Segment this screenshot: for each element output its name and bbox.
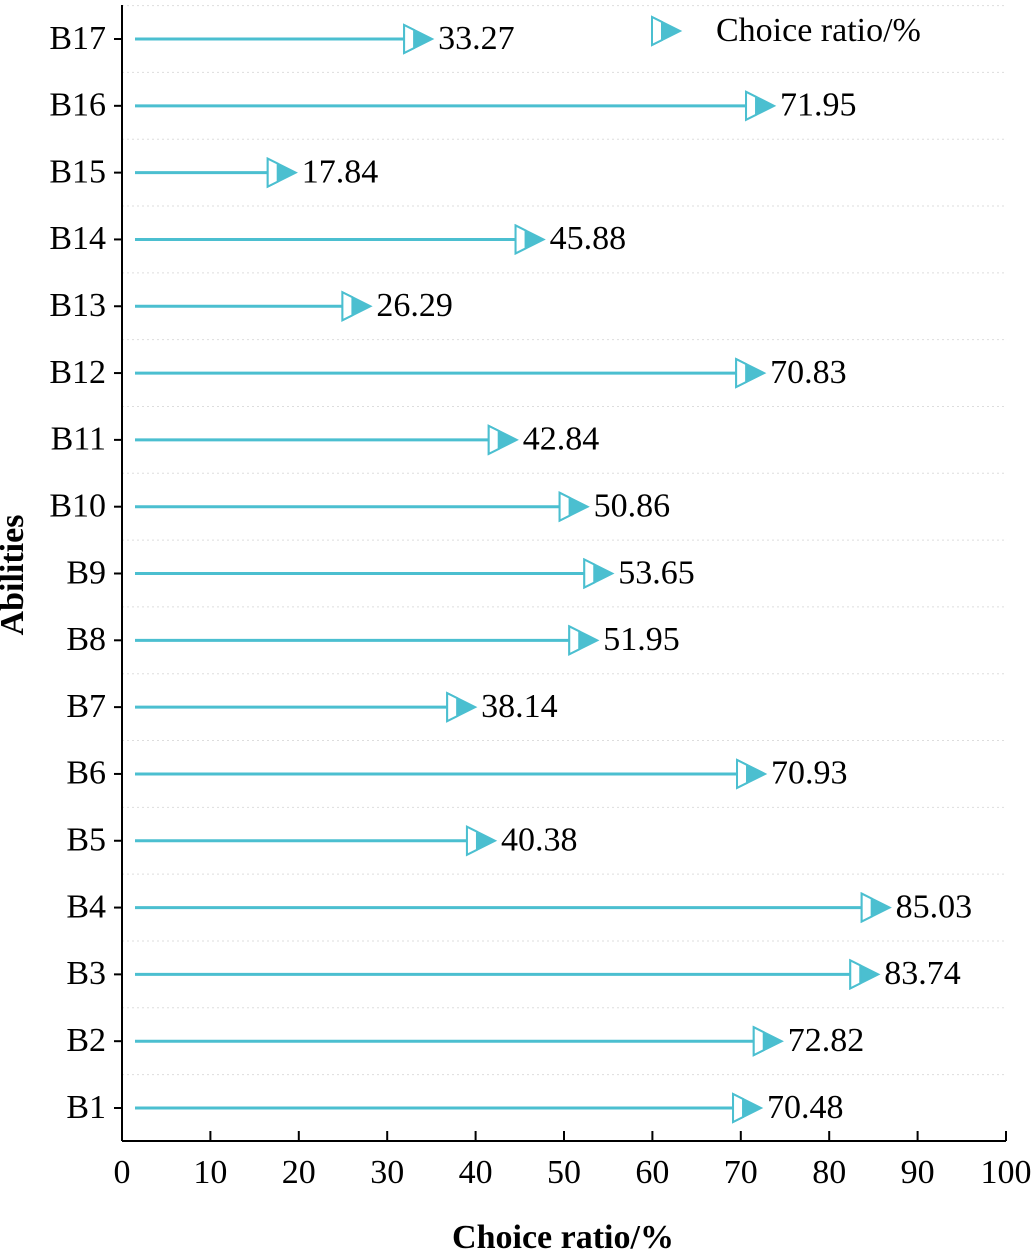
marker-highlight <box>403 23 416 55</box>
y-tick-label: B10 <box>49 487 106 524</box>
value-label: 33.27 <box>438 20 515 57</box>
value-label: 42.84 <box>523 421 600 458</box>
y-tick-label: B15 <box>49 153 106 190</box>
value-label: 71.95 <box>780 87 857 124</box>
marker-highlight <box>568 624 581 656</box>
value-label: 38.14 <box>481 688 558 725</box>
y-tick-label: B11 <box>51 421 106 458</box>
value-label: 53.65 <box>618 554 695 591</box>
marker-highlight <box>752 1025 765 1057</box>
y-tick-label: B8 <box>66 621 106 658</box>
y-tick-label: B3 <box>66 955 106 992</box>
marker-highlight <box>736 758 749 790</box>
marker-highlight <box>266 157 279 189</box>
value-label: 70.48 <box>767 1089 844 1126</box>
value-label: 70.83 <box>770 354 847 391</box>
y-tick-label: B9 <box>66 554 106 591</box>
x-tick-label: 90 <box>901 1154 935 1191</box>
value-label: 51.95 <box>603 621 680 658</box>
y-axis-title: Abilities <box>0 515 31 636</box>
y-tick-label: B14 <box>49 220 106 257</box>
value-label: 83.74 <box>884 955 961 992</box>
y-tick-label: B6 <box>66 755 106 792</box>
y-tick-label: B2 <box>66 1022 106 1059</box>
value-label: 45.88 <box>550 220 627 257</box>
x-tick-label: 10 <box>193 1154 227 1191</box>
x-tick-label: 70 <box>724 1154 758 1191</box>
y-tick-label: B1 <box>66 1089 106 1126</box>
y-tick-label: B4 <box>66 888 106 925</box>
value-label: 50.86 <box>594 487 671 524</box>
marker-highlight <box>514 223 527 256</box>
legend-label: Choice ratio/% <box>716 12 921 49</box>
marker-highlight <box>558 491 571 523</box>
y-tick-label: B12 <box>49 354 106 391</box>
x-tick-label: 0 <box>114 1154 131 1191</box>
y-tick-label: B13 <box>49 287 106 324</box>
marker-highlight <box>860 891 873 924</box>
value-label: 70.93 <box>771 755 848 792</box>
y-tick-label: B7 <box>66 688 106 725</box>
value-label: 40.38 <box>501 822 578 859</box>
value-label: 85.03 <box>896 888 973 925</box>
marker-highlight <box>735 357 748 389</box>
y-tick-label: B5 <box>66 822 106 859</box>
marker-highlight <box>341 290 354 322</box>
value-label: 26.29 <box>376 287 453 324</box>
x-tick-label: 100 <box>981 1154 1032 1191</box>
x-tick-label: 80 <box>812 1154 846 1191</box>
x-tick-label: 20 <box>282 1154 316 1191</box>
x-tick-label: 40 <box>459 1154 493 1191</box>
marker-highlight <box>583 557 596 590</box>
marker-highlight <box>732 1092 745 1124</box>
marker-highlight <box>465 825 478 857</box>
value-label: 17.84 <box>302 153 379 190</box>
y-tick-label: B17 <box>49 20 106 57</box>
marker-highlight <box>446 691 459 723</box>
x-axis-title: Choice ratio/% <box>452 1219 674 1256</box>
x-tick-label: 60 <box>635 1154 669 1191</box>
marker-highlight <box>651 15 663 47</box>
value-label: 72.82 <box>788 1022 865 1059</box>
x-tick-label: 50 <box>547 1154 581 1191</box>
x-tick-label: 30 <box>370 1154 404 1191</box>
marker-highlight <box>487 424 500 456</box>
marker-highlight <box>849 958 862 990</box>
marker-highlight <box>745 90 758 122</box>
y-tick-label: B16 <box>49 87 106 124</box>
